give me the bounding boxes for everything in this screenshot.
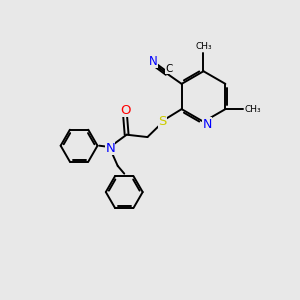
- Text: C: C: [165, 64, 173, 74]
- Text: N: N: [149, 55, 158, 68]
- Text: O: O: [120, 104, 130, 117]
- Text: CH₃: CH₃: [244, 105, 261, 114]
- Text: S: S: [158, 115, 166, 128]
- Text: N: N: [202, 118, 212, 130]
- Text: CH₃: CH₃: [195, 42, 212, 51]
- Text: N: N: [105, 142, 115, 154]
